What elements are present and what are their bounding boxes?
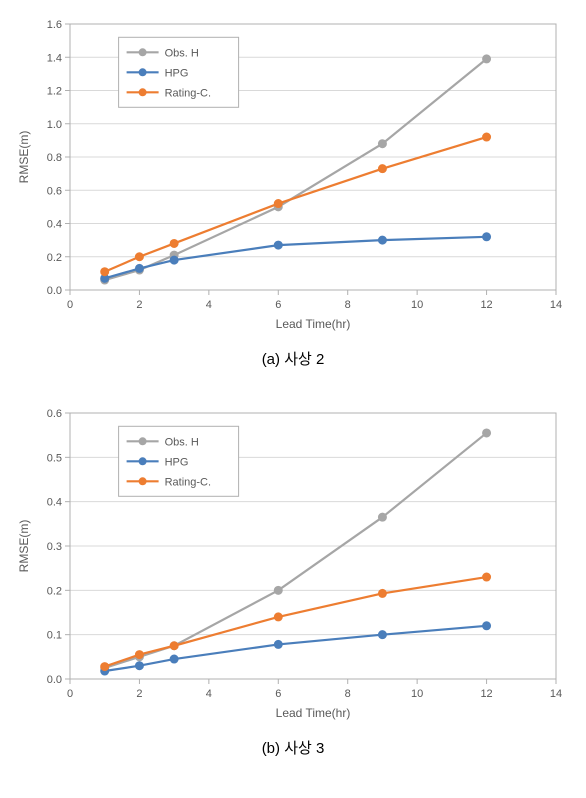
svg-text:Obs. H: Obs. H bbox=[165, 47, 199, 59]
svg-text:8: 8 bbox=[345, 688, 351, 700]
svg-text:0.6: 0.6 bbox=[47, 408, 62, 420]
svg-text:Rating-C.: Rating-C. bbox=[165, 476, 211, 488]
svg-text:6: 6 bbox=[275, 688, 281, 700]
svg-text:Rating-C.: Rating-C. bbox=[165, 87, 211, 99]
svg-text:10: 10 bbox=[411, 299, 423, 311]
svg-text:0.0: 0.0 bbox=[47, 674, 62, 686]
svg-text:HPG: HPG bbox=[165, 67, 189, 79]
chart-b-block: 0.0 0.1 0.2 0.3 0.4 0.5 0.6 0 2 4 6 8 10 12 14 Lead Tim… bbox=[10, 399, 576, 758]
svg-text:1.6: 1.6 bbox=[47, 19, 62, 31]
svg-text:8: 8 bbox=[345, 299, 351, 311]
chart-a-block: 0.0 0.2 0.4 0.6 0.8 1.0 1.2 1.4 1.6 0 2 4 6 8 10 12 14 Le… bbox=[10, 10, 576, 369]
svg-text:0.4: 0.4 bbox=[47, 219, 62, 231]
svg-text:12: 12 bbox=[480, 299, 492, 311]
svg-text:4: 4 bbox=[206, 688, 212, 700]
chart-a-caption: (a) 사상 2 bbox=[10, 348, 576, 369]
svg-text:0.8: 0.8 bbox=[47, 152, 62, 164]
svg-text:Obs. H: Obs. H bbox=[165, 436, 199, 448]
svg-text:4: 4 bbox=[206, 299, 212, 311]
svg-text:RMSE(m): RMSE(m) bbox=[17, 131, 31, 184]
svg-text:0.6: 0.6 bbox=[47, 185, 62, 197]
svg-text:1.0: 1.0 bbox=[47, 119, 62, 131]
svg-text:0.2: 0.2 bbox=[47, 252, 62, 264]
svg-text:0.1: 0.1 bbox=[47, 630, 62, 642]
svg-text:0.0: 0.0 bbox=[47, 285, 62, 297]
svg-text:Lead Time(hr): Lead Time(hr) bbox=[276, 706, 351, 720]
chart-b-caption: (b) 사상 3 bbox=[10, 737, 576, 758]
svg-text:0: 0 bbox=[67, 299, 73, 311]
svg-text:14: 14 bbox=[550, 688, 562, 700]
svg-text:0: 0 bbox=[67, 688, 73, 700]
svg-text:0.4: 0.4 bbox=[47, 497, 62, 509]
svg-text:0.5: 0.5 bbox=[47, 452, 62, 464]
svg-text:Lead Time(hr): Lead Time(hr) bbox=[276, 317, 351, 331]
svg-text:1.2: 1.2 bbox=[47, 86, 62, 98]
svg-text:12: 12 bbox=[480, 688, 492, 700]
chart-a-svg: 0.0 0.2 0.4 0.6 0.8 1.0 1.2 1.4 1.6 0 2 4 6 8 10 12 14 Le… bbox=[10, 10, 576, 340]
svg-text:2: 2 bbox=[136, 688, 142, 700]
svg-text:6: 6 bbox=[275, 299, 281, 311]
svg-text:14: 14 bbox=[550, 299, 562, 311]
svg-text:1.4: 1.4 bbox=[47, 52, 62, 64]
svg-text:0.3: 0.3 bbox=[47, 541, 62, 553]
svg-text:10: 10 bbox=[411, 688, 423, 700]
figure-container: 0.0 0.2 0.4 0.6 0.8 1.0 1.2 1.4 1.6 0 2 4 6 8 10 12 14 Le… bbox=[10, 10, 576, 758]
chart-b-svg: 0.0 0.1 0.2 0.3 0.4 0.5 0.6 0 2 4 6 8 10 12 14 Lead Tim… bbox=[10, 399, 576, 729]
svg-text:0.2: 0.2 bbox=[47, 585, 62, 597]
svg-text:RMSE(m): RMSE(m) bbox=[17, 520, 31, 573]
svg-text:HPG: HPG bbox=[165, 456, 189, 468]
svg-text:2: 2 bbox=[136, 299, 142, 311]
